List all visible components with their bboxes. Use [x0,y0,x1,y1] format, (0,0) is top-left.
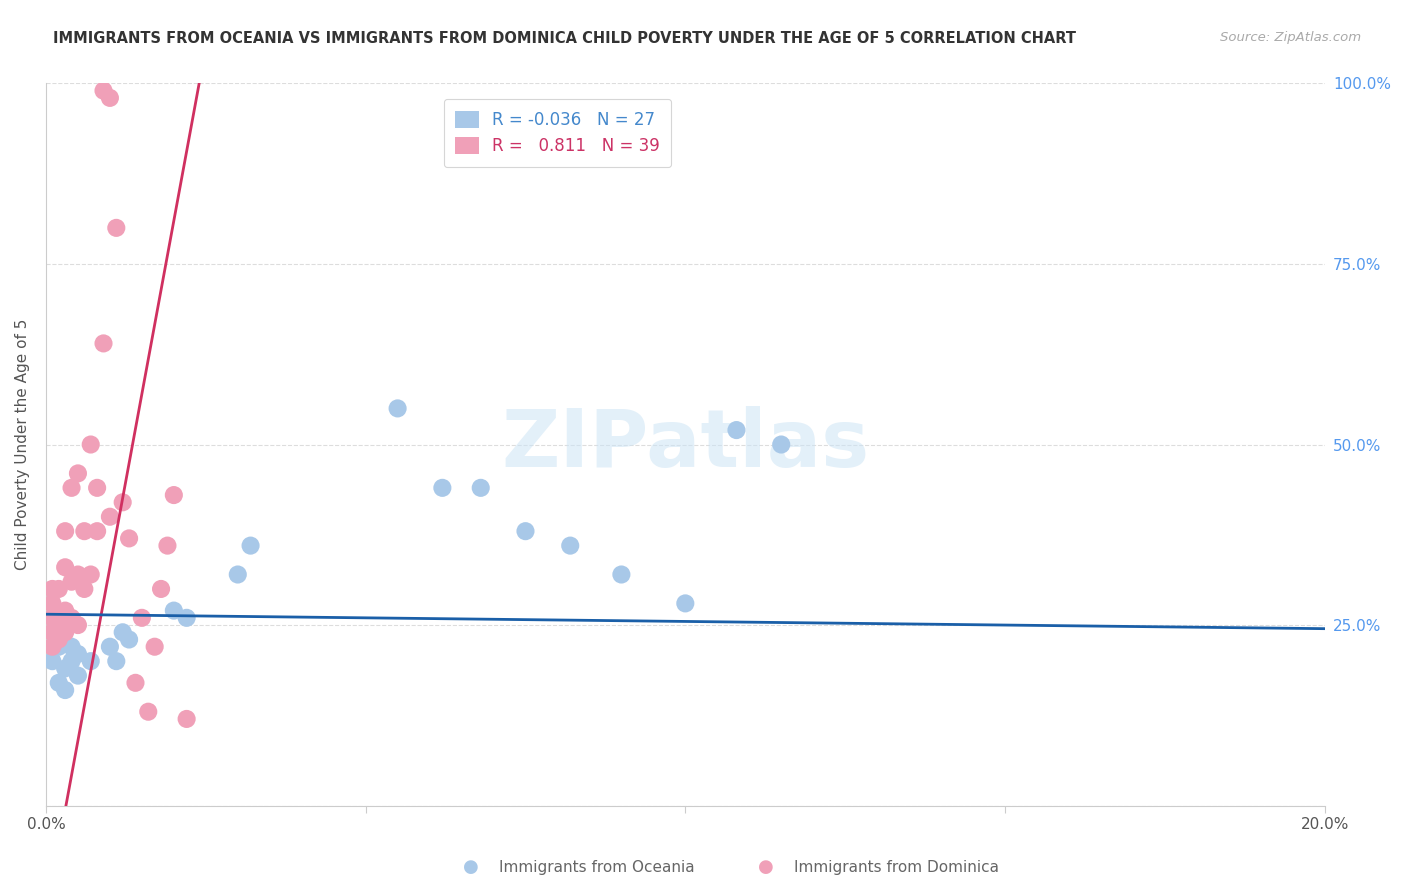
Point [98,640,121,654]
Point [124,676,146,690]
Legend: R = -0.036   N = 27, R =   0.811   N = 39: R = -0.036 N = 27, R = 0.811 N = 39 [443,99,671,167]
Point [41,625,63,640]
Point [239,539,262,553]
Point [163,604,186,618]
Point [48,618,70,632]
Point [98,509,121,524]
Point [53,661,76,675]
Point [673,596,696,610]
Point [41,611,63,625]
Point [60,640,83,654]
Text: ●: ● [758,858,775,876]
Point [111,625,134,640]
Point [86,481,108,495]
Point [105,220,128,235]
Point [226,567,249,582]
Point [66,618,89,632]
Point [725,423,748,437]
Point [66,567,89,582]
Point [515,524,537,538]
Point [93,336,115,351]
Point [60,574,83,589]
Point [156,539,179,553]
Point [770,437,793,451]
Point [560,539,582,553]
Y-axis label: Child Poverty Under the Age of 5: Child Poverty Under the Age of 5 [15,318,30,570]
Point [105,654,128,668]
Point [470,481,492,495]
Point [60,611,83,625]
Point [48,582,70,596]
Text: Source: ZipAtlas.com: Source: ZipAtlas.com [1220,31,1361,45]
Point [66,647,89,661]
Point [48,632,70,647]
Point [432,481,454,495]
Point [387,401,409,416]
Point [41,582,63,596]
Point [143,640,166,654]
Point [610,567,633,582]
Point [53,683,76,698]
Point [111,495,134,509]
Point [60,481,83,495]
Point [118,532,141,546]
Text: Immigrants from Dominica: Immigrants from Dominica [794,860,1000,874]
Point [66,467,89,481]
Point [41,640,63,654]
Point [80,567,103,582]
Point [48,676,70,690]
Point [41,654,63,668]
Point [60,654,83,668]
Point [53,625,76,640]
Text: ●: ● [463,858,479,876]
Point [150,582,173,596]
Point [176,611,198,625]
Point [53,604,76,618]
Point [93,84,115,98]
Text: Immigrants from Oceania: Immigrants from Oceania [499,860,695,874]
Point [73,524,96,538]
Point [80,654,103,668]
Point [163,488,186,502]
Point [176,712,198,726]
Point [48,640,70,654]
Point [98,91,121,105]
Point [41,596,63,610]
Point [53,560,76,574]
Point [136,705,159,719]
Text: IMMIGRANTS FROM OCEANIA VS IMMIGRANTS FROM DOMINICA CHILD POVERTY UNDER THE AGE : IMMIGRANTS FROM OCEANIA VS IMMIGRANTS FR… [53,31,1077,46]
Text: ZIPatlas: ZIPatlas [501,406,869,483]
Point [86,524,108,538]
Point [131,611,153,625]
Point [66,668,89,682]
Point [118,632,141,647]
Point [53,524,76,538]
Point [80,437,103,451]
Point [73,582,96,596]
